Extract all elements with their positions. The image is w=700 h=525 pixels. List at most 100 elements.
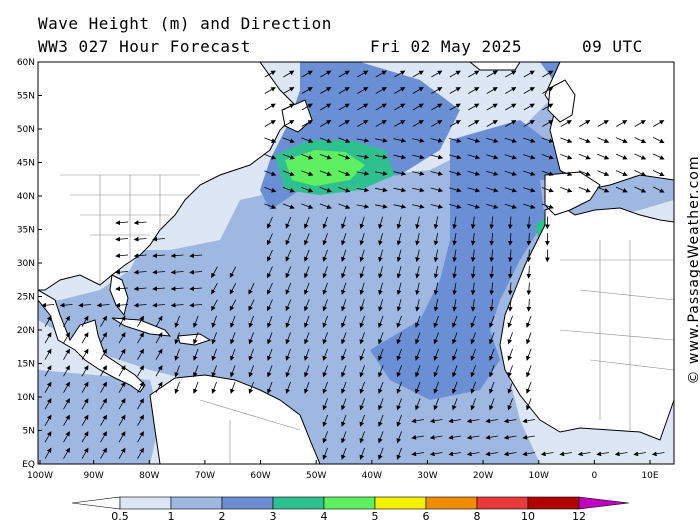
wave-arrow [338, 103, 350, 111]
colorbar-label: 1 [168, 510, 175, 523]
wave-arrow [412, 87, 424, 94]
wave-arrow [468, 70, 480, 78]
wave-arrow [63, 398, 70, 410]
wave-arrow [267, 381, 273, 394]
wave-arrow [285, 233, 292, 246]
wave-arrow [338, 170, 351, 176]
wave-arrow [375, 138, 388, 143]
wave-arrow [229, 299, 237, 312]
wave-arrow [526, 265, 532, 279]
wave-arrow [396, 447, 402, 460]
wave-arrow [322, 332, 328, 345]
wave-arrow [433, 249, 439, 263]
wave-arrow [467, 154, 481, 160]
wave-arrow [285, 266, 292, 279]
wave-arrow [152, 286, 166, 292]
wave-arrow [542, 103, 554, 111]
wave-arrow [301, 203, 314, 209]
wave-arrow [322, 447, 328, 460]
wave-arrow [486, 137, 499, 143]
wave-arrow [100, 365, 107, 377]
wave-arrow [542, 120, 554, 127]
forecast-date: Fri 02 May 2025 [370, 37, 522, 56]
wave-arrow [504, 187, 517, 193]
wave-arrow [375, 154, 388, 160]
wave-arrow [322, 299, 328, 312]
wave-arrow [452, 216, 458, 230]
wave-arrow [470, 299, 476, 312]
wave-arrow [283, 120, 295, 127]
lat-label: 60N [17, 58, 35, 68]
wave-arrow [415, 299, 420, 312]
wave-arrow [285, 299, 292, 312]
wave-arrow [396, 398, 402, 411]
lat-label: 40N [17, 192, 35, 202]
wave-arrow [415, 332, 421, 345]
wave-arrow [133, 286, 147, 292]
wave-arrow [522, 434, 535, 440]
wave-arrow [319, 137, 332, 143]
wave-arrow [63, 365, 70, 377]
wave-arrow [322, 266, 328, 279]
wave-arrow [470, 398, 476, 411]
wave-arrow [264, 187, 277, 193]
wave-arrow [560, 120, 572, 127]
wave-arrow [264, 103, 276, 111]
wave-arrow [100, 414, 107, 426]
wave-arrow [248, 282, 255, 295]
wave-arrow [614, 451, 628, 457]
wave-arrow [81, 398, 89, 410]
land-iberia [544, 171, 601, 216]
wave-arrow [118, 381, 126, 393]
colorbar-swatch [374, 496, 427, 510]
lon-label: 50W [306, 471, 326, 481]
wave-arrow [597, 170, 610, 176]
wave-arrow [301, 170, 314, 176]
wave-arrow [541, 170, 554, 176]
wave-arrow [415, 266, 420, 279]
wave-arrow [470, 315, 476, 328]
wave-arrow [470, 332, 476, 345]
wave-arrow [137, 348, 144, 360]
colorbar-swatch [221, 496, 274, 510]
colorbar-swatch [323, 496, 376, 510]
wave-zone-4-5m [285, 150, 365, 186]
wave-arrow [411, 434, 424, 440]
wave-arrow [63, 447, 70, 459]
wave-arrow [81, 315, 89, 327]
wave-arrow [431, 70, 443, 78]
wave-arrow [449, 120, 461, 127]
wave-arrow [322, 398, 328, 411]
wave-arrow [266, 249, 273, 262]
wave-arrow [100, 431, 107, 443]
wave-arrow [468, 120, 480, 127]
wave-arrow [503, 451, 517, 457]
wave-arrow [137, 414, 144, 426]
wave-arrow [378, 381, 384, 394]
wave-arrow [211, 266, 218, 279]
wave-arrow [63, 381, 70, 393]
wave-arrow [466, 418, 480, 424]
wave-arrow [505, 103, 517, 111]
wave-arrow [193, 348, 199, 361]
wave-arrow [63, 332, 70, 344]
wave-arrow [320, 120, 332, 127]
wave-arrow [597, 137, 610, 143]
wave-arrow [415, 398, 421, 411]
wave-arrow [266, 233, 273, 246]
wave-arrow [394, 103, 406, 111]
wave-arrow [264, 70, 276, 78]
wave-arrow [44, 315, 52, 327]
wave-arrow [431, 120, 443, 127]
wave-arrow [486, 170, 499, 176]
wave-arrow [470, 233, 476, 246]
wave-arrow [523, 203, 536, 209]
wave-arrow [100, 398, 107, 410]
wave-arrow [341, 249, 347, 262]
wave-arrow [541, 154, 554, 160]
wave-arrow [526, 365, 532, 378]
wave-arrow [155, 332, 163, 344]
wave-arrow [468, 87, 480, 94]
wave-arrow [193, 332, 199, 345]
